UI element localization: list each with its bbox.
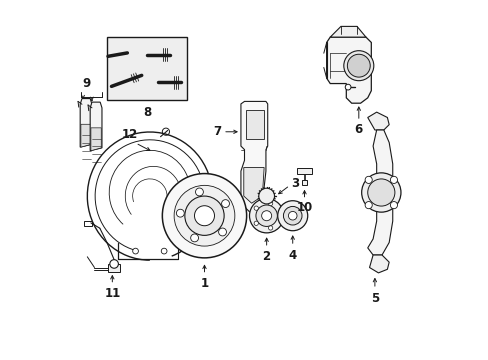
Circle shape bbox=[365, 176, 371, 184]
Text: 7: 7 bbox=[213, 125, 221, 138]
Text: 3: 3 bbox=[291, 177, 299, 190]
Circle shape bbox=[283, 206, 302, 225]
Circle shape bbox=[268, 226, 272, 230]
Circle shape bbox=[161, 248, 166, 254]
Circle shape bbox=[162, 174, 246, 258]
Bar bbox=[107, 37, 187, 100]
Circle shape bbox=[254, 206, 258, 210]
Bar bbox=[297, 168, 311, 174]
Circle shape bbox=[389, 176, 397, 184]
Polygon shape bbox=[367, 112, 388, 130]
Circle shape bbox=[221, 200, 229, 207]
Text: 5: 5 bbox=[370, 292, 378, 305]
Circle shape bbox=[268, 201, 272, 206]
Circle shape bbox=[176, 209, 184, 217]
Circle shape bbox=[277, 213, 281, 218]
Polygon shape bbox=[369, 255, 388, 273]
Polygon shape bbox=[241, 102, 267, 212]
Circle shape bbox=[346, 54, 369, 77]
Polygon shape bbox=[245, 111, 264, 139]
Polygon shape bbox=[329, 26, 365, 37]
Circle shape bbox=[110, 260, 118, 268]
Polygon shape bbox=[80, 99, 92, 147]
Polygon shape bbox=[81, 124, 91, 147]
Text: 8: 8 bbox=[142, 106, 151, 119]
Polygon shape bbox=[91, 128, 101, 151]
Circle shape bbox=[184, 196, 224, 235]
Circle shape bbox=[343, 51, 373, 81]
Circle shape bbox=[367, 179, 394, 206]
Bar bbox=[83, 221, 91, 226]
Text: 10: 10 bbox=[296, 202, 312, 215]
Text: 4: 4 bbox=[288, 249, 296, 262]
Circle shape bbox=[389, 202, 397, 209]
Bar bbox=[301, 180, 307, 185]
Circle shape bbox=[174, 185, 234, 246]
Circle shape bbox=[261, 211, 271, 221]
Circle shape bbox=[258, 188, 274, 204]
Circle shape bbox=[218, 228, 226, 236]
Circle shape bbox=[194, 206, 214, 226]
Circle shape bbox=[361, 173, 400, 212]
Circle shape bbox=[345, 84, 350, 90]
Circle shape bbox=[195, 188, 203, 196]
Circle shape bbox=[255, 205, 277, 226]
Circle shape bbox=[190, 234, 198, 242]
Polygon shape bbox=[367, 130, 392, 255]
Circle shape bbox=[277, 201, 307, 231]
Circle shape bbox=[254, 221, 258, 225]
Text: 11: 11 bbox=[104, 287, 120, 300]
Text: 12: 12 bbox=[122, 128, 138, 141]
Circle shape bbox=[365, 202, 371, 209]
Polygon shape bbox=[326, 37, 370, 103]
Text: 9: 9 bbox=[82, 77, 91, 90]
Circle shape bbox=[288, 211, 296, 220]
Bar bbox=[107, 264, 120, 272]
Text: 6: 6 bbox=[354, 123, 362, 136]
Circle shape bbox=[132, 248, 138, 254]
Text: 1: 1 bbox=[200, 277, 208, 290]
Text: 2: 2 bbox=[262, 250, 270, 263]
Polygon shape bbox=[244, 167, 264, 203]
Circle shape bbox=[249, 199, 283, 233]
Polygon shape bbox=[90, 102, 102, 151]
